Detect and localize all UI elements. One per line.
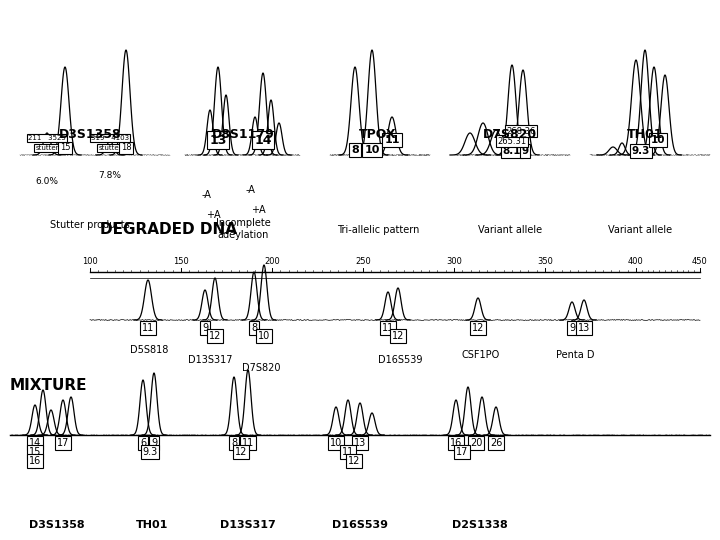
Text: 13: 13: [578, 323, 590, 333]
Text: +A: +A: [206, 210, 220, 220]
Text: 268.36: 268.36: [506, 126, 536, 136]
Text: 11: 11: [342, 447, 354, 457]
Text: 10: 10: [258, 331, 270, 341]
Text: CSF1PO: CSF1PO: [462, 350, 500, 360]
Text: 14: 14: [29, 438, 41, 448]
Text: 7.8%: 7.8%: [99, 171, 122, 179]
Text: -A: -A: [201, 190, 211, 200]
Text: 350: 350: [537, 257, 553, 266]
Text: TH01: TH01: [626, 128, 663, 141]
Text: TPOX: TPOX: [359, 128, 397, 141]
Text: 10: 10: [364, 145, 379, 155]
Text: 11: 11: [382, 323, 394, 333]
Text: MIXTURE: MIXTURE: [10, 378, 88, 393]
Text: D5S818: D5S818: [130, 345, 168, 355]
Text: 11: 11: [142, 323, 154, 333]
Text: TH01: TH01: [136, 520, 168, 530]
Text: D8S1179: D8S1179: [212, 128, 274, 141]
Text: 11: 11: [384, 135, 400, 145]
Text: 10: 10: [651, 135, 665, 145]
Text: 100: 100: [82, 257, 98, 266]
Text: D3S1358: D3S1358: [59, 128, 121, 141]
Text: stutter: stutter: [35, 145, 59, 151]
Text: 200: 200: [264, 257, 280, 266]
Text: 9: 9: [569, 323, 575, 333]
Text: 6: 6: [140, 438, 146, 448]
Text: 26: 26: [490, 438, 502, 448]
Text: 8: 8: [351, 145, 359, 155]
Text: +A: +A: [251, 205, 265, 215]
Text: 400: 400: [628, 257, 644, 266]
Text: 9: 9: [521, 146, 528, 156]
Text: DEGRADED DNA: DEGRADED DNA: [100, 222, 237, 237]
Text: 10: 10: [330, 438, 342, 448]
Text: 12: 12: [392, 331, 404, 341]
Text: 15: 15: [29, 447, 41, 457]
Text: D3S1358: D3S1358: [30, 520, 85, 530]
Text: 8: 8: [231, 438, 237, 448]
Text: 12: 12: [235, 447, 247, 457]
Text: -A: -A: [245, 185, 255, 195]
Text: 8.1: 8.1: [503, 146, 521, 156]
Text: D13S317: D13S317: [188, 355, 233, 365]
Text: 211   3525: 211 3525: [28, 135, 66, 141]
Text: 450: 450: [692, 257, 708, 266]
Text: Incomplete
adeylation: Incomplete adeylation: [215, 218, 271, 240]
Text: 15: 15: [60, 144, 71, 152]
Text: 12: 12: [209, 331, 221, 341]
Text: D13S317: D13S317: [220, 520, 276, 530]
Text: 6.0%: 6.0%: [35, 178, 58, 186]
Text: 300: 300: [446, 257, 462, 266]
Text: stutter: stutter: [98, 145, 122, 151]
Text: Stutter products: Stutter products: [50, 220, 130, 230]
Text: 14: 14: [254, 133, 271, 146]
Text: 17: 17: [456, 447, 468, 457]
Text: 265.31: 265.31: [498, 137, 526, 145]
Text: 9.3: 9.3: [632, 146, 650, 156]
Text: 250: 250: [355, 257, 371, 266]
Text: 150: 150: [173, 257, 189, 266]
Text: Tri-allelic pattern: Tri-allelic pattern: [337, 225, 419, 235]
Text: 12: 12: [472, 323, 484, 333]
Text: 9: 9: [202, 323, 208, 333]
Text: 17: 17: [57, 438, 69, 448]
Text: 13: 13: [210, 133, 227, 146]
Text: Variant allele: Variant allele: [478, 225, 542, 235]
Text: Variant allele: Variant allele: [608, 225, 672, 235]
Text: 8: 8: [251, 323, 257, 333]
Text: D16S539: D16S539: [378, 355, 423, 365]
Text: D2S1338: D2S1338: [452, 520, 508, 530]
Text: 9.3: 9.3: [143, 447, 158, 457]
Text: 11: 11: [242, 438, 254, 448]
Text: 16: 16: [450, 438, 462, 448]
Text: 20: 20: [470, 438, 482, 448]
Text: 16: 16: [29, 456, 41, 466]
Text: 12: 12: [348, 456, 360, 466]
Text: 13: 13: [354, 438, 366, 448]
Text: D7S820: D7S820: [483, 128, 537, 141]
Text: D16S539: D16S539: [332, 520, 388, 530]
Text: 9: 9: [151, 438, 157, 448]
Text: D7S820: D7S820: [242, 363, 281, 373]
Text: 319   4103: 319 4103: [91, 135, 129, 141]
Text: Penta D: Penta D: [556, 350, 595, 360]
Text: 18: 18: [121, 144, 131, 152]
